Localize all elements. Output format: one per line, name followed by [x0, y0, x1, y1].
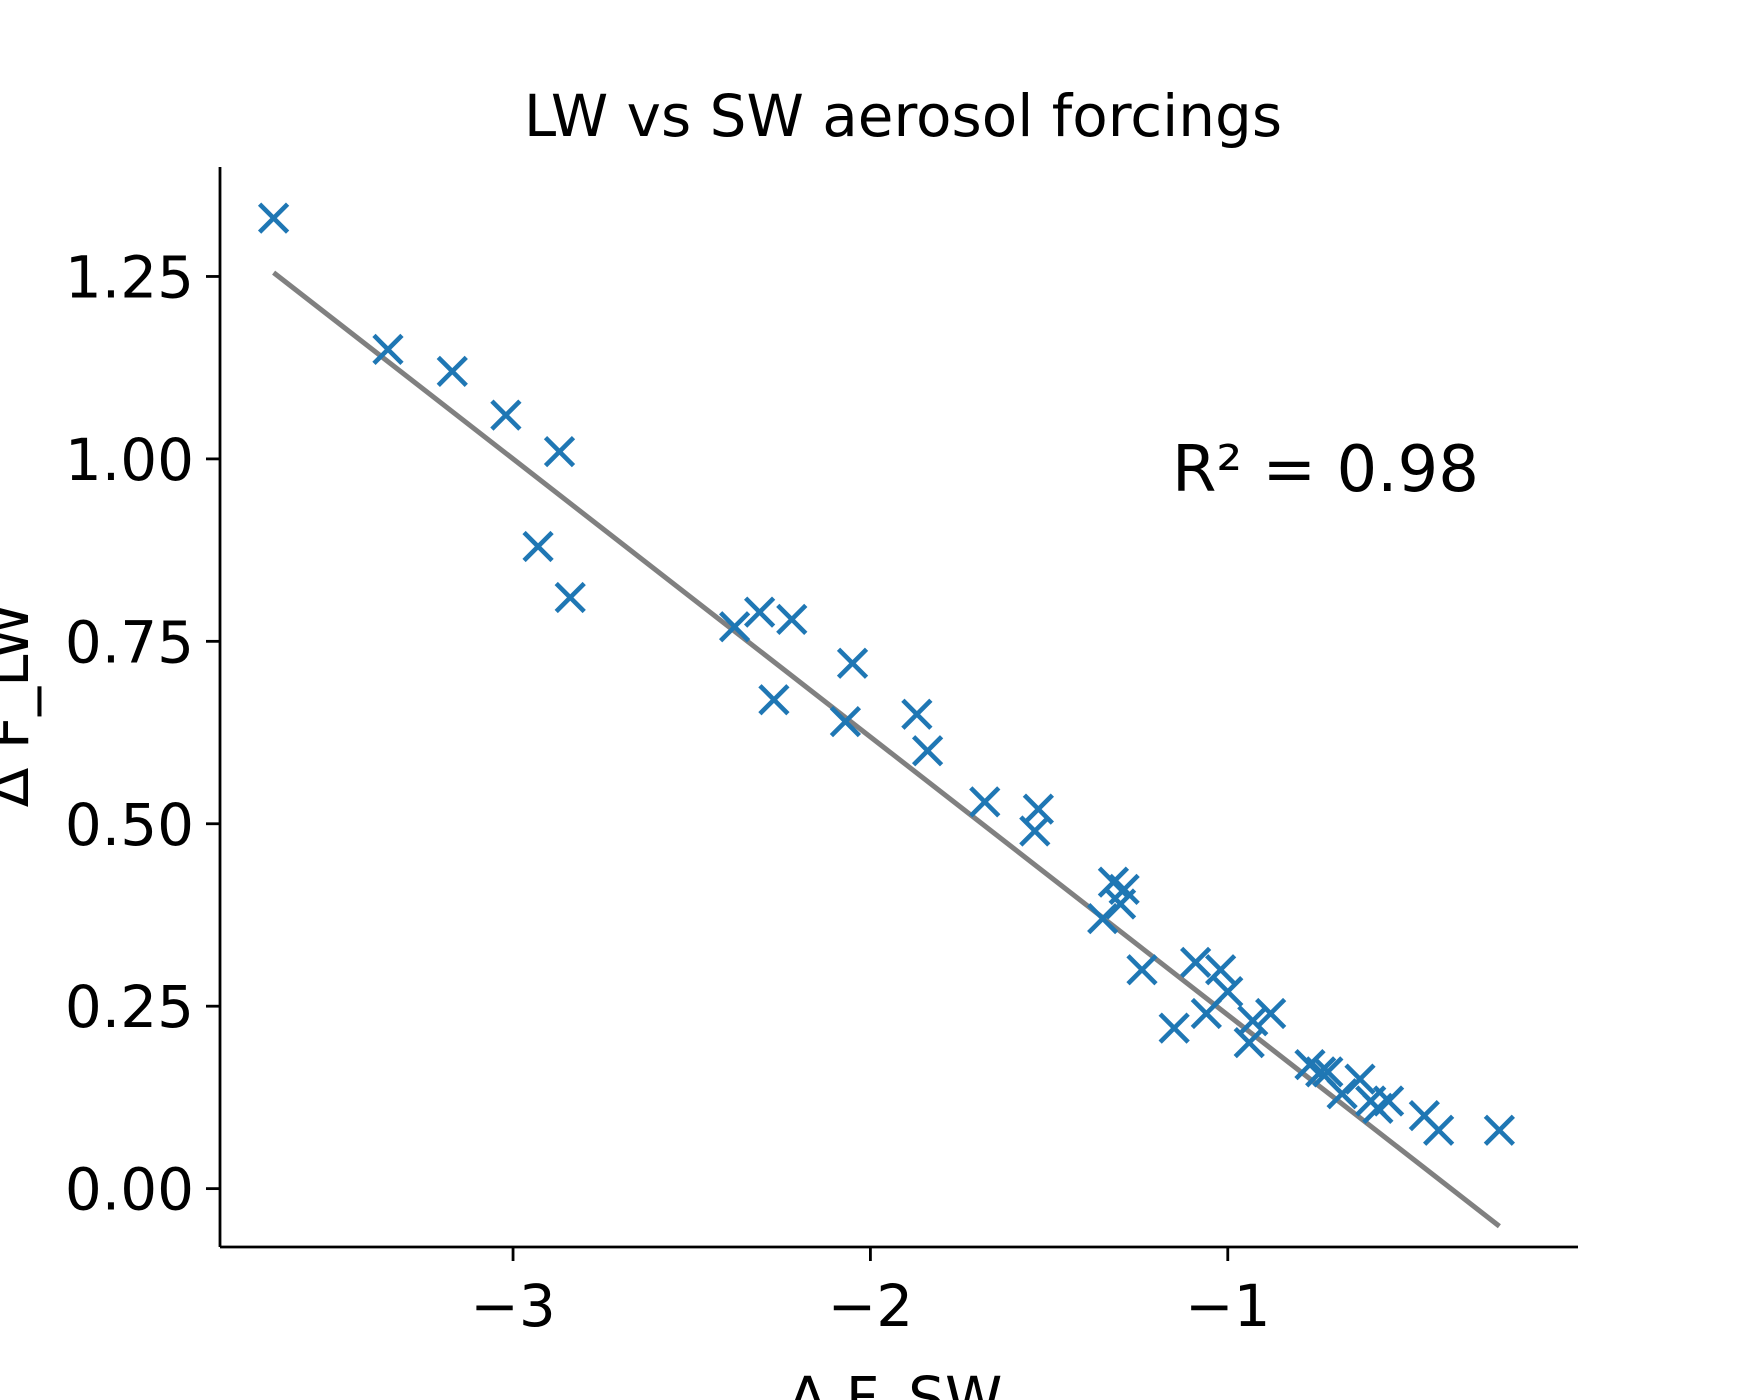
- y-tick-label: 0.00: [65, 1156, 194, 1224]
- data-point: [1344, 1063, 1376, 1095]
- data-point: [1158, 1012, 1190, 1044]
- y-tick-label: 0.50: [65, 791, 194, 859]
- x-tick-label: −2: [828, 1272, 914, 1340]
- data-point: [1372, 1085, 1405, 1117]
- y-tick-label: 0.25: [65, 973, 194, 1041]
- data-point: [372, 333, 404, 366]
- data-point: [829, 705, 862, 738]
- data-point: [911, 735, 944, 767]
- data-point: [1179, 946, 1212, 979]
- y-axis-label: Δ F_LW: [0, 603, 42, 808]
- data-point: [1255, 997, 1287, 1030]
- data-point: [490, 399, 522, 431]
- data-point: [554, 581, 586, 614]
- regression-line: [272, 270, 1501, 1229]
- data-point: [1212, 975, 1244, 1008]
- data-point: [1422, 1114, 1455, 1146]
- data-point: [743, 596, 776, 628]
- x-axis-label: Δ F_SW: [788, 1364, 1003, 1400]
- data-point: [901, 698, 933, 730]
- data-point: [257, 202, 290, 234]
- y-tick-label: 0.75: [65, 608, 194, 676]
- x-tick-label: −3: [470, 1272, 556, 1340]
- data-point: [758, 684, 790, 716]
- data-point: [776, 603, 808, 636]
- y-tick-label: 1.25: [65, 243, 194, 311]
- data-point: [1126, 954, 1158, 986]
- axes-layer: −3 −2 −1 0.00 0.25 0.50 0.75 1.00 1.25: [65, 167, 1578, 1340]
- data-point: [436, 355, 468, 387]
- y-tick-label: 1.00: [65, 426, 194, 494]
- data-point: [1019, 815, 1051, 847]
- data-point: [543, 435, 576, 468]
- data-point: [718, 611, 751, 643]
- r-squared-annotation: R² = 0.98: [1172, 433, 1479, 507]
- data-point: [836, 647, 869, 679]
- data-point: [1312, 1056, 1344, 1088]
- data-point: [1104, 888, 1137, 920]
- data-point: [1237, 1005, 1269, 1037]
- data-point: [1483, 1114, 1516, 1146]
- data-point: [1087, 902, 1119, 935]
- data-point: [1326, 1078, 1358, 1110]
- plot-layer: [257, 202, 1516, 1229]
- data-point: [1205, 954, 1237, 986]
- data-point: [522, 530, 554, 563]
- x-tick-label: −1: [1185, 1272, 1271, 1340]
- data-point: [969, 786, 1001, 818]
- chart-title: LW vs SW aerosol forcings: [524, 82, 1282, 150]
